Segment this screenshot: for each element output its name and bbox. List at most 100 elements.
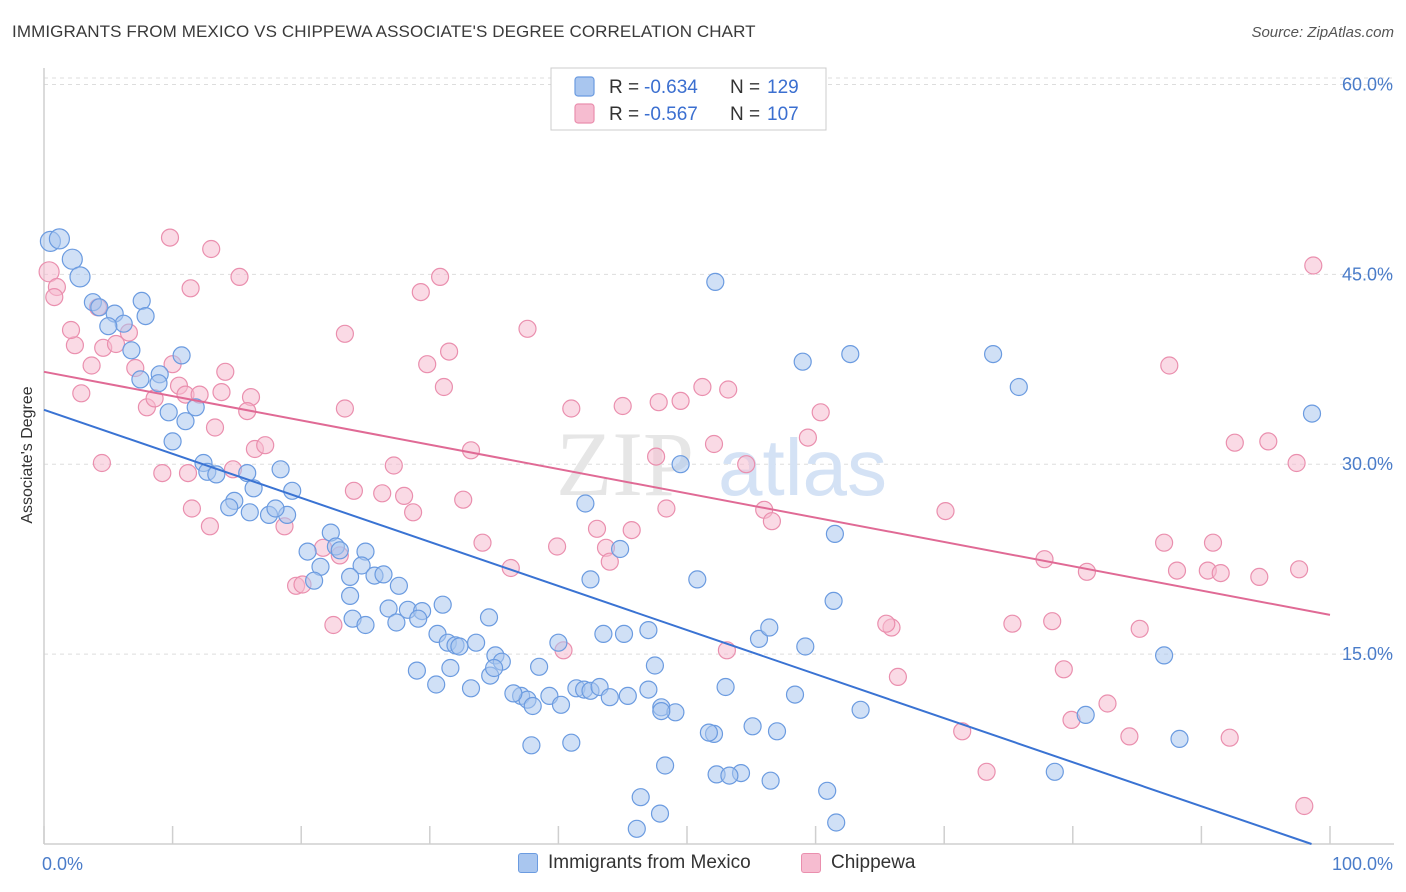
point-chippewa-24 — [205, 418, 225, 437]
point-mexico-124 — [427, 675, 446, 694]
point-mexico-46 — [356, 615, 375, 635]
point-chippewa-81 — [936, 502, 955, 521]
point-mexico-18 — [176, 412, 195, 431]
point-mexico-10 — [136, 307, 155, 326]
point-mexico-77 — [600, 688, 619, 707]
point-chippewa-55 — [501, 558, 520, 578]
correlation-legend: R = -0.634 N = 129 R = -0.567 N = 107 — [550, 67, 827, 131]
point-chippewa-40 — [335, 324, 354, 343]
point-mexico-51 — [409, 609, 428, 628]
point-mexico-107 — [827, 813, 846, 832]
series-immigrants-from-mexico — [39, 228, 1322, 838]
legend-swatch-blue — [574, 76, 595, 97]
point-mexico-92 — [627, 819, 646, 838]
x-tick-label-min: 0.0% — [42, 854, 83, 874]
point-mexico-113 — [1009, 377, 1028, 397]
point-mexico-88 — [639, 620, 658, 640]
point-mexico-123 — [504, 684, 523, 703]
bottom-legend-swatch-pink — [801, 853, 821, 873]
point-mexico-116 — [1170, 729, 1189, 749]
point-chippewa-80 — [888, 667, 908, 687]
point-mexico-16 — [159, 403, 178, 422]
point-mexico-127 — [851, 700, 870, 719]
point-mexico-101 — [760, 618, 779, 637]
point-chippewa-54 — [473, 533, 492, 552]
legend-n-label-1: N = — [730, 77, 760, 98]
point-mexico-112 — [983, 345, 1003, 364]
point-mexico-75 — [562, 733, 581, 752]
point-chippewa-99 — [1225, 433, 1244, 452]
point-mexico-28 — [240, 503, 259, 522]
point-mexico-81 — [614, 624, 634, 644]
point-mexico-39 — [341, 567, 360, 587]
point-mexico-55 — [450, 637, 469, 656]
point-mexico-14 — [149, 374, 168, 393]
point-chippewa-39 — [335, 399, 354, 418]
point-chippewa-75 — [762, 512, 782, 531]
point-mexico-3 — [69, 266, 91, 288]
legend-swatch-pink — [574, 103, 595, 124]
y-tick-label-0: 15.0% — [1342, 644, 1393, 664]
point-chippewa-82 — [953, 722, 972, 741]
point-mexico-9 — [132, 291, 151, 310]
bottom-legend-label-mexico: Immigrants from Mexico — [548, 852, 751, 873]
legend-n-value-1: 129 — [767, 77, 799, 98]
legend-frame — [550, 67, 827, 131]
point-chippewa-90 — [1098, 694, 1117, 713]
point-mexico-108 — [706, 272, 725, 291]
point-mexico-48 — [387, 613, 406, 632]
point-mexico-68 — [522, 736, 541, 755]
point-mexico-79 — [639, 680, 658, 699]
point-mexico-100 — [749, 629, 769, 649]
point-mexico-27 — [220, 498, 239, 517]
point-chippewa-14 — [153, 464, 172, 483]
point-mexico-71 — [549, 633, 568, 652]
legend-r-label-2: R = — [609, 104, 639, 125]
point-mexico-24 — [271, 460, 290, 479]
point-chippewa-95 — [1167, 561, 1187, 580]
point-chippewa-106 — [1211, 563, 1230, 583]
point-chippewa-48 — [418, 355, 437, 374]
point-chippewa-51 — [440, 342, 459, 361]
axes — [43, 68, 1394, 845]
point-mexico-83 — [610, 539, 630, 559]
point-chippewa-67 — [657, 499, 676, 518]
point-chippewa-4 — [61, 320, 81, 340]
point-chippewa-56 — [518, 319, 537, 338]
point-chippewa-92 — [1130, 619, 1149, 638]
point-chippewa-31 — [178, 464, 198, 483]
point-mexico-43 — [389, 576, 408, 595]
point-mexico-85 — [645, 656, 665, 675]
bottom-legend-swatch-blue — [518, 853, 538, 873]
point-chippewa-60 — [587, 519, 607, 538]
point-mexico-56 — [467, 633, 486, 652]
trend-line-chippewa — [43, 370, 1331, 616]
point-chippewa-44 — [384, 456, 403, 475]
legend-r-value-1: -0.634 — [644, 77, 698, 98]
point-mexico-117 — [1154, 646, 1174, 665]
point-chippewa-69 — [693, 377, 712, 397]
point-mexico-13 — [131, 370, 150, 389]
point-chippewa-2 — [45, 288, 64, 307]
point-chippewa-71 — [719, 380, 738, 399]
point-chippewa-100 — [1250, 567, 1269, 587]
point-mexico-62 — [407, 661, 426, 680]
point-mexico-80 — [594, 624, 613, 644]
point-mexico-91 — [631, 788, 650, 807]
point-chippewa-22 — [212, 383, 231, 402]
point-chippewa-72 — [737, 455, 756, 474]
point-chippewa-50 — [434, 377, 453, 397]
legend-r-value-2: -0.567 — [644, 104, 698, 125]
trend-line-mexico — [43, 408, 1312, 845]
legend-r-label-1: R = — [609, 77, 639, 98]
point-chippewa-107 — [92, 453, 112, 473]
point-chippewa-87 — [1054, 660, 1073, 679]
point-mexico-70 — [551, 695, 571, 714]
point-chippewa-102 — [1289, 560, 1309, 579]
chart-source: Source: ZipAtlas.com — [1251, 24, 1394, 41]
point-mexico-126 — [433, 595, 452, 614]
point-chippewa-66 — [649, 393, 668, 412]
bottom-legend-chippewa: Chippewa — [801, 852, 916, 874]
point-mexico-114 — [1076, 705, 1095, 725]
point-chippewa-59 — [562, 399, 581, 418]
